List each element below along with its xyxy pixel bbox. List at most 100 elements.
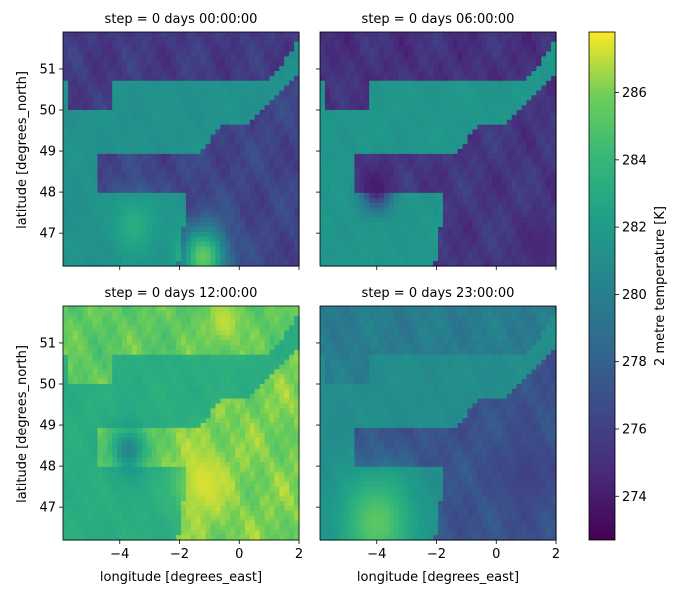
heatmap-cell [126,85,133,92]
heatmap-cell [235,251,241,257]
heatmap-cell [92,41,99,48]
heatmap-cell [195,36,202,43]
heatmap-cell [279,192,285,199]
heatmap-cell [161,231,167,238]
heatmap-cell [487,217,493,223]
heatmap-cell [269,173,276,179]
heatmap-cell [122,178,128,184]
heatmap-cell [497,192,503,199]
heatmap-cell [107,188,113,194]
heatmap-cell [171,51,177,57]
heatmap-cell [274,256,280,262]
heatmap-cell [166,335,172,341]
heatmap-cell [369,85,375,92]
heatmap-cell [77,261,84,267]
heatmap-cell [264,51,271,57]
heatmap-cell [195,246,202,252]
heatmap-cell [156,168,162,174]
heatmap-cell [364,173,370,179]
heatmap-cell [136,119,143,126]
heatmap-cell [146,56,153,62]
heatmap-cell [442,85,449,92]
heatmap-cell [423,188,429,194]
heatmap-cell [393,197,400,204]
heatmap-cell [379,153,385,160]
heatmap-cell [344,236,351,243]
heatmap-cell [126,340,133,346]
heatmap-cell [166,315,172,322]
heatmap-cell [264,139,271,145]
heatmap-cell [176,183,182,189]
heatmap-cell [279,119,285,126]
heatmap-cell [200,41,207,48]
heatmap-panel-2 [62,305,300,541]
heatmap-cell [536,168,542,174]
heatmap-cell [136,335,143,341]
heatmap-cell [398,51,405,57]
heatmap-cell [63,61,69,67]
heatmap-cell [433,36,439,43]
heatmap-cell [329,178,336,184]
heatmap-cell [369,197,375,204]
heatmap-cell [497,119,503,126]
heatmap-cell [423,227,429,233]
heatmap-cell [225,51,231,57]
heatmap-cell [122,100,128,106]
heatmap-cell [72,100,79,106]
heatmap-cell [176,119,182,126]
heatmap-cell [369,32,375,38]
heatmap-cell [151,246,158,252]
heatmap-cell [249,178,256,184]
heatmap-cell [408,100,415,106]
heatmap-cell [398,46,405,53]
heatmap-cell [374,261,380,267]
heatmap-cell [244,163,251,170]
heatmap-cell [161,66,167,72]
heatmap-cell [259,261,266,267]
heatmap-cell [82,246,89,252]
heatmap-cell [442,105,449,111]
heatmap-cell [161,124,167,131]
heatmap-cell [452,56,459,62]
heatmap-cell [63,183,69,189]
heatmap-cell [72,202,79,209]
heatmap-cell [497,85,503,92]
heatmap-cell [166,261,172,267]
heatmap-cell [329,261,336,267]
heatmap-cell [156,71,162,77]
heatmap-cell [433,153,439,160]
heatmap-cell [501,251,508,257]
heatmap-cell [364,207,370,213]
heatmap-cell [82,80,89,87]
heatmap-cell [97,114,103,121]
heatmap-cell [536,178,542,184]
heatmap-cell [501,129,508,135]
heatmap-cell [403,207,410,213]
heatmap-cell [279,71,285,77]
heatmap-cell [264,46,271,53]
heatmap-cell [324,90,331,96]
heatmap-cell [349,129,356,135]
heatmap-cell [190,320,197,327]
heatmap-cell [136,153,143,160]
heatmap-cell [225,227,231,233]
heatmap-cell [423,51,429,57]
heatmap-cell [294,236,300,243]
heatmap-cell [254,163,261,170]
heatmap-cell [92,114,99,121]
heatmap-cell [249,134,256,140]
heatmap-cell [511,36,518,43]
heatmap-cell [482,217,488,223]
heatmap-cell [63,261,69,267]
heatmap-cell [428,207,434,213]
heatmap-cell [259,241,266,248]
heatmap-cell [166,144,172,150]
heatmap-cell [289,100,295,106]
heatmap-cell [541,51,547,57]
heatmap-cell [215,246,221,252]
heatmap-cell [501,202,508,209]
heatmap-cell [63,129,69,135]
heatmap-cell [117,178,123,184]
heatmap-cell [176,158,182,165]
heatmap-cell [477,241,483,248]
